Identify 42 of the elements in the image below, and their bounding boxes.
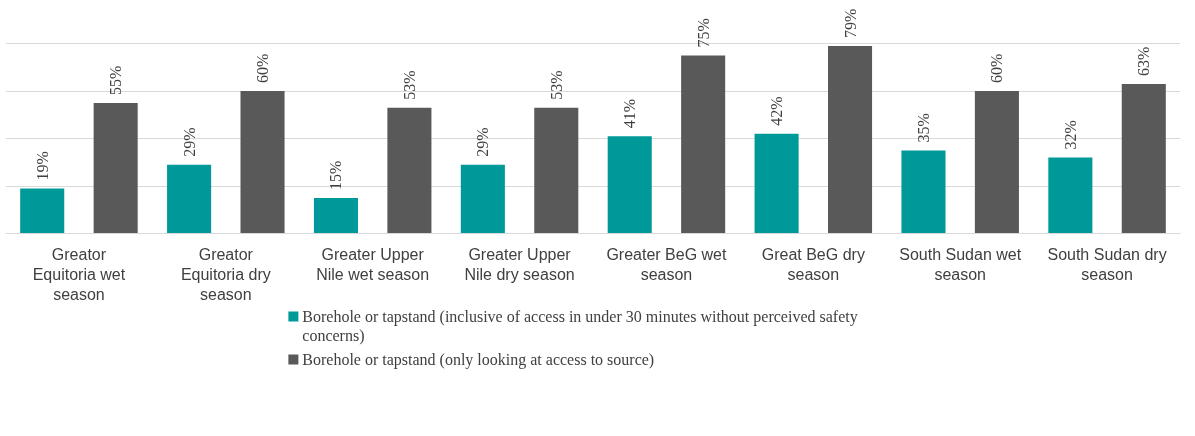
bar <box>681 55 726 234</box>
x-tick-label: Great BeG dry season <box>761 245 865 283</box>
bar <box>754 133 799 234</box>
data-label: 41% <box>621 98 639 129</box>
data-label: 42% <box>768 96 786 126</box>
bar <box>460 164 505 234</box>
data-label: 55% <box>107 65 125 95</box>
bar <box>387 107 432 234</box>
x-tick-label: Greater BeG wet season <box>606 245 728 283</box>
bar <box>607 136 652 234</box>
data-label: 29% <box>474 127 492 157</box>
bar <box>1121 83 1166 234</box>
bar <box>534 107 579 234</box>
data-label: 60% <box>254 53 272 84</box>
bar <box>974 91 1019 234</box>
legend-label: Borehole or tapstand (inclusive of access in under 30 minutes without perceived safety concerns) <box>302 307 858 346</box>
bar <box>828 46 873 234</box>
bar <box>167 164 212 234</box>
data-label: 29% <box>180 127 198 157</box>
x-tick-label: Greater Upper Nile wet season <box>316 245 430 283</box>
bar <box>1048 157 1093 234</box>
x-tick-label: Greator Equitoria dry season <box>180 245 271 304</box>
x-tick-label: South Sudan wet season <box>899 245 1022 283</box>
bar <box>20 188 65 234</box>
x-tick-label: South Sudan dry season <box>1047 245 1167 283</box>
bar <box>240 91 285 234</box>
data-label: 35% <box>914 113 932 143</box>
data-label: 15% <box>327 160 345 190</box>
data-label: 60% <box>988 53 1006 84</box>
bar <box>901 150 946 234</box>
data-label: 53% <box>400 70 418 100</box>
x-tick-label: Greator Equitoria wet season <box>32 245 126 304</box>
data-label: 32% <box>1061 120 1079 150</box>
legend-label: Borehole or tapstand (only looking at access to source) <box>302 350 655 369</box>
data-label: 63% <box>1135 46 1153 76</box>
bar <box>313 197 358 234</box>
data-label: 19% <box>33 151 51 181</box>
data-label: 53% <box>547 70 565 100</box>
data-label: 75% <box>694 18 712 48</box>
x-tick-label: Greater Upper Nile dry season <box>464 245 575 283</box>
data-label: 79% <box>841 8 859 38</box>
bar <box>93 102 138 234</box>
